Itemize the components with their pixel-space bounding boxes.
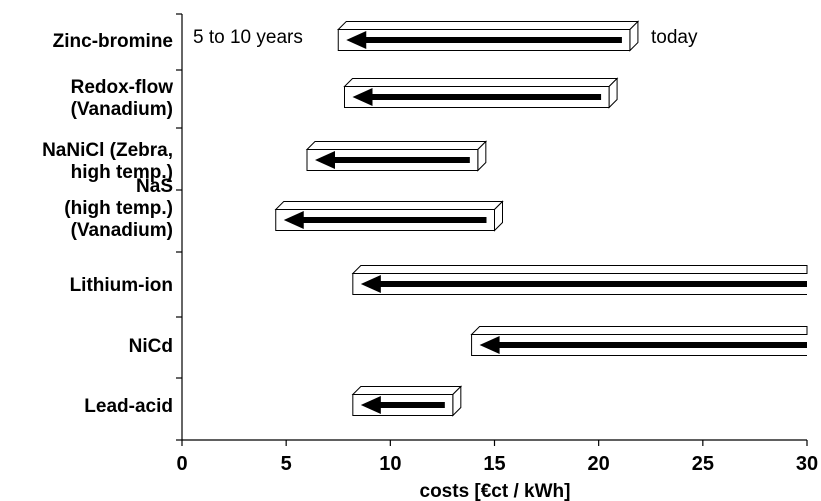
category-label: Lead-acid — [84, 396, 173, 417]
x-tick-label: 25 — [692, 453, 714, 475]
arrow-head — [479, 336, 500, 354]
range-bar — [343, 77, 619, 109]
range-bar — [351, 265, 808, 295]
category-label: Zinc-bromine — [53, 31, 173, 52]
bar-top-face — [337, 21, 640, 30]
range-bar — [351, 385, 463, 417]
category-label-line: high temp.) — [71, 162, 173, 183]
x-tick-label: 30 — [796, 453, 818, 475]
bar-top-face — [305, 141, 488, 150]
x-tick-label: 20 — [588, 453, 610, 475]
x-tick-label: 10 — [379, 453, 401, 475]
bars-layer — [274, 20, 808, 417]
future-annotation: 5 to 10 years — [193, 27, 303, 48]
bar-top-face — [470, 326, 808, 335]
x-axis-title: costs [€ct / kWh] — [420, 481, 571, 501]
category-label-line: Lithium-ion — [70, 275, 173, 296]
category-label-line: Redox-flow — [71, 77, 174, 98]
bar-top-face — [351, 386, 463, 395]
category-label-line: Lead-acid — [84, 396, 173, 417]
category-label: NaS (high temp.) (Vanadium) — [64, 176, 173, 241]
category-label: Redox-flow (Vanadium) — [71, 77, 174, 120]
category-label-line: NiCd — [129, 336, 173, 357]
category-label-line: NaNiCl (Zebra, — [42, 140, 173, 161]
range-bar — [470, 326, 808, 356]
range-bar — [274, 200, 504, 232]
bar-top-face — [343, 78, 619, 87]
category-label: Lithium-ion — [70, 275, 173, 296]
bar-top-face — [351, 265, 808, 274]
x-tick-label: 5 — [281, 453, 292, 475]
arrow-head — [352, 88, 373, 106]
bar-top-face — [274, 201, 504, 210]
category-label: NiCd — [129, 336, 173, 357]
arrow-head — [346, 31, 367, 49]
arrow-head — [360, 275, 381, 293]
arrow-head — [283, 211, 304, 229]
x-tick-label: 0 — [176, 453, 187, 475]
category-label-line: Zinc-bromine — [53, 31, 173, 52]
axes-layer: 0 5 10 15 20 25 30 — [176, 13, 818, 475]
x-tick-label: 15 — [483, 453, 505, 475]
category-label: NaNiCl (Zebra, high temp.) — [42, 140, 173, 183]
category-label-line: (high temp.) — [64, 198, 173, 219]
today-annotation: today — [651, 27, 698, 48]
arrow-head — [360, 396, 381, 414]
arrow-head — [315, 151, 335, 169]
range-bar — [337, 20, 640, 52]
range-bar — [305, 140, 488, 172]
category-label-line: (Vanadium) — [71, 99, 173, 120]
category-label-line: (Vanadium) — [71, 220, 173, 241]
category-label-line: NaS — [136, 176, 173, 197]
